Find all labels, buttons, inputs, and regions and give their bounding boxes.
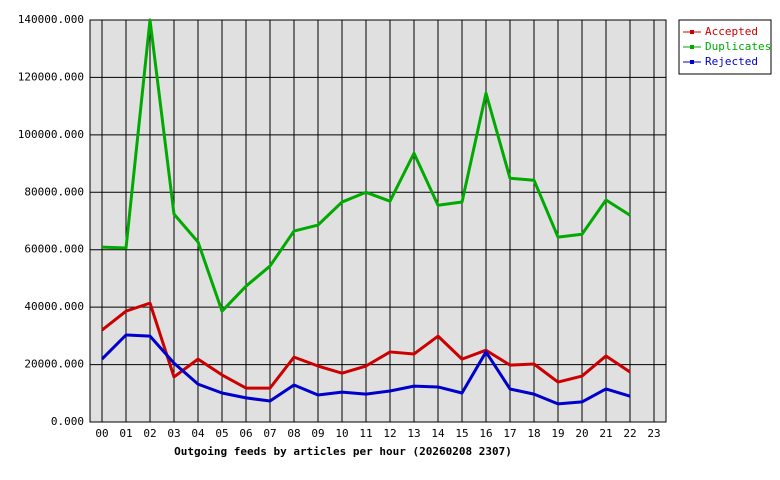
- legend-label: Rejected: [705, 55, 758, 68]
- x-tick-label: 16: [479, 427, 492, 440]
- series-line: [101, 18, 631, 313]
- x-tick-label: 12: [383, 427, 396, 440]
- y-tick-label: 40000.000: [24, 300, 84, 313]
- x-tick-label: 20: [575, 427, 588, 440]
- x-tick-label: 11: [359, 427, 372, 440]
- y-tick-label: 80000.000: [24, 185, 84, 198]
- x-tick-label: 02: [143, 427, 156, 440]
- x-tick-label: 17: [503, 427, 516, 440]
- series-line: [100, 333, 631, 406]
- x-tick-label: 07: [263, 427, 276, 440]
- legend-marker: [690, 60, 694, 64]
- x-tick-label: 21: [599, 427, 612, 440]
- legend-marker: [690, 45, 694, 49]
- x-tick-label: 23: [647, 427, 660, 440]
- x-tick-label: 18: [527, 427, 540, 440]
- x-tick-label: 10: [335, 427, 348, 440]
- x-tick-label: 22: [623, 427, 636, 440]
- x-tick-label: 05: [215, 427, 228, 440]
- y-tick-label: 60000.000: [24, 243, 84, 256]
- y-tick-label: 100000.000: [18, 128, 84, 141]
- legend-label: Duplicates: [705, 40, 771, 53]
- x-tick-label: 09: [311, 427, 324, 440]
- legend-label: Accepted: [705, 25, 758, 38]
- x-tick-label: 03: [167, 427, 180, 440]
- x-tick-label: 13: [407, 427, 420, 440]
- y-tick-label: 140000.000: [18, 13, 84, 26]
- legend-marker: [690, 30, 694, 34]
- x-tick-label: 15: [455, 427, 468, 440]
- y-tick-label: 120000.000: [18, 70, 84, 83]
- x-tick-label: 19: [551, 427, 564, 440]
- plot-area: [89, 19, 667, 423]
- series-line: [101, 301, 631, 390]
- x-tick-label: 04: [191, 427, 205, 440]
- chart-title: Outgoing feeds by articles per hour (202…: [174, 445, 512, 458]
- x-tick-label: 01: [119, 427, 132, 440]
- y-tick-label: 0.000: [51, 415, 84, 428]
- x-tick-label: 14: [431, 427, 445, 440]
- y-tick-label: 20000.000: [24, 358, 84, 371]
- x-tick-label: 08: [287, 427, 300, 440]
- x-tick-label: 00: [95, 427, 108, 440]
- x-tick-label: 06: [239, 427, 252, 440]
